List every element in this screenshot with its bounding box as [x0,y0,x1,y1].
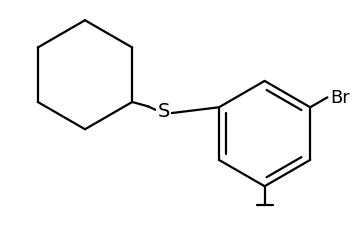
Text: Br: Br [330,89,350,107]
Text: S: S [157,102,170,121]
